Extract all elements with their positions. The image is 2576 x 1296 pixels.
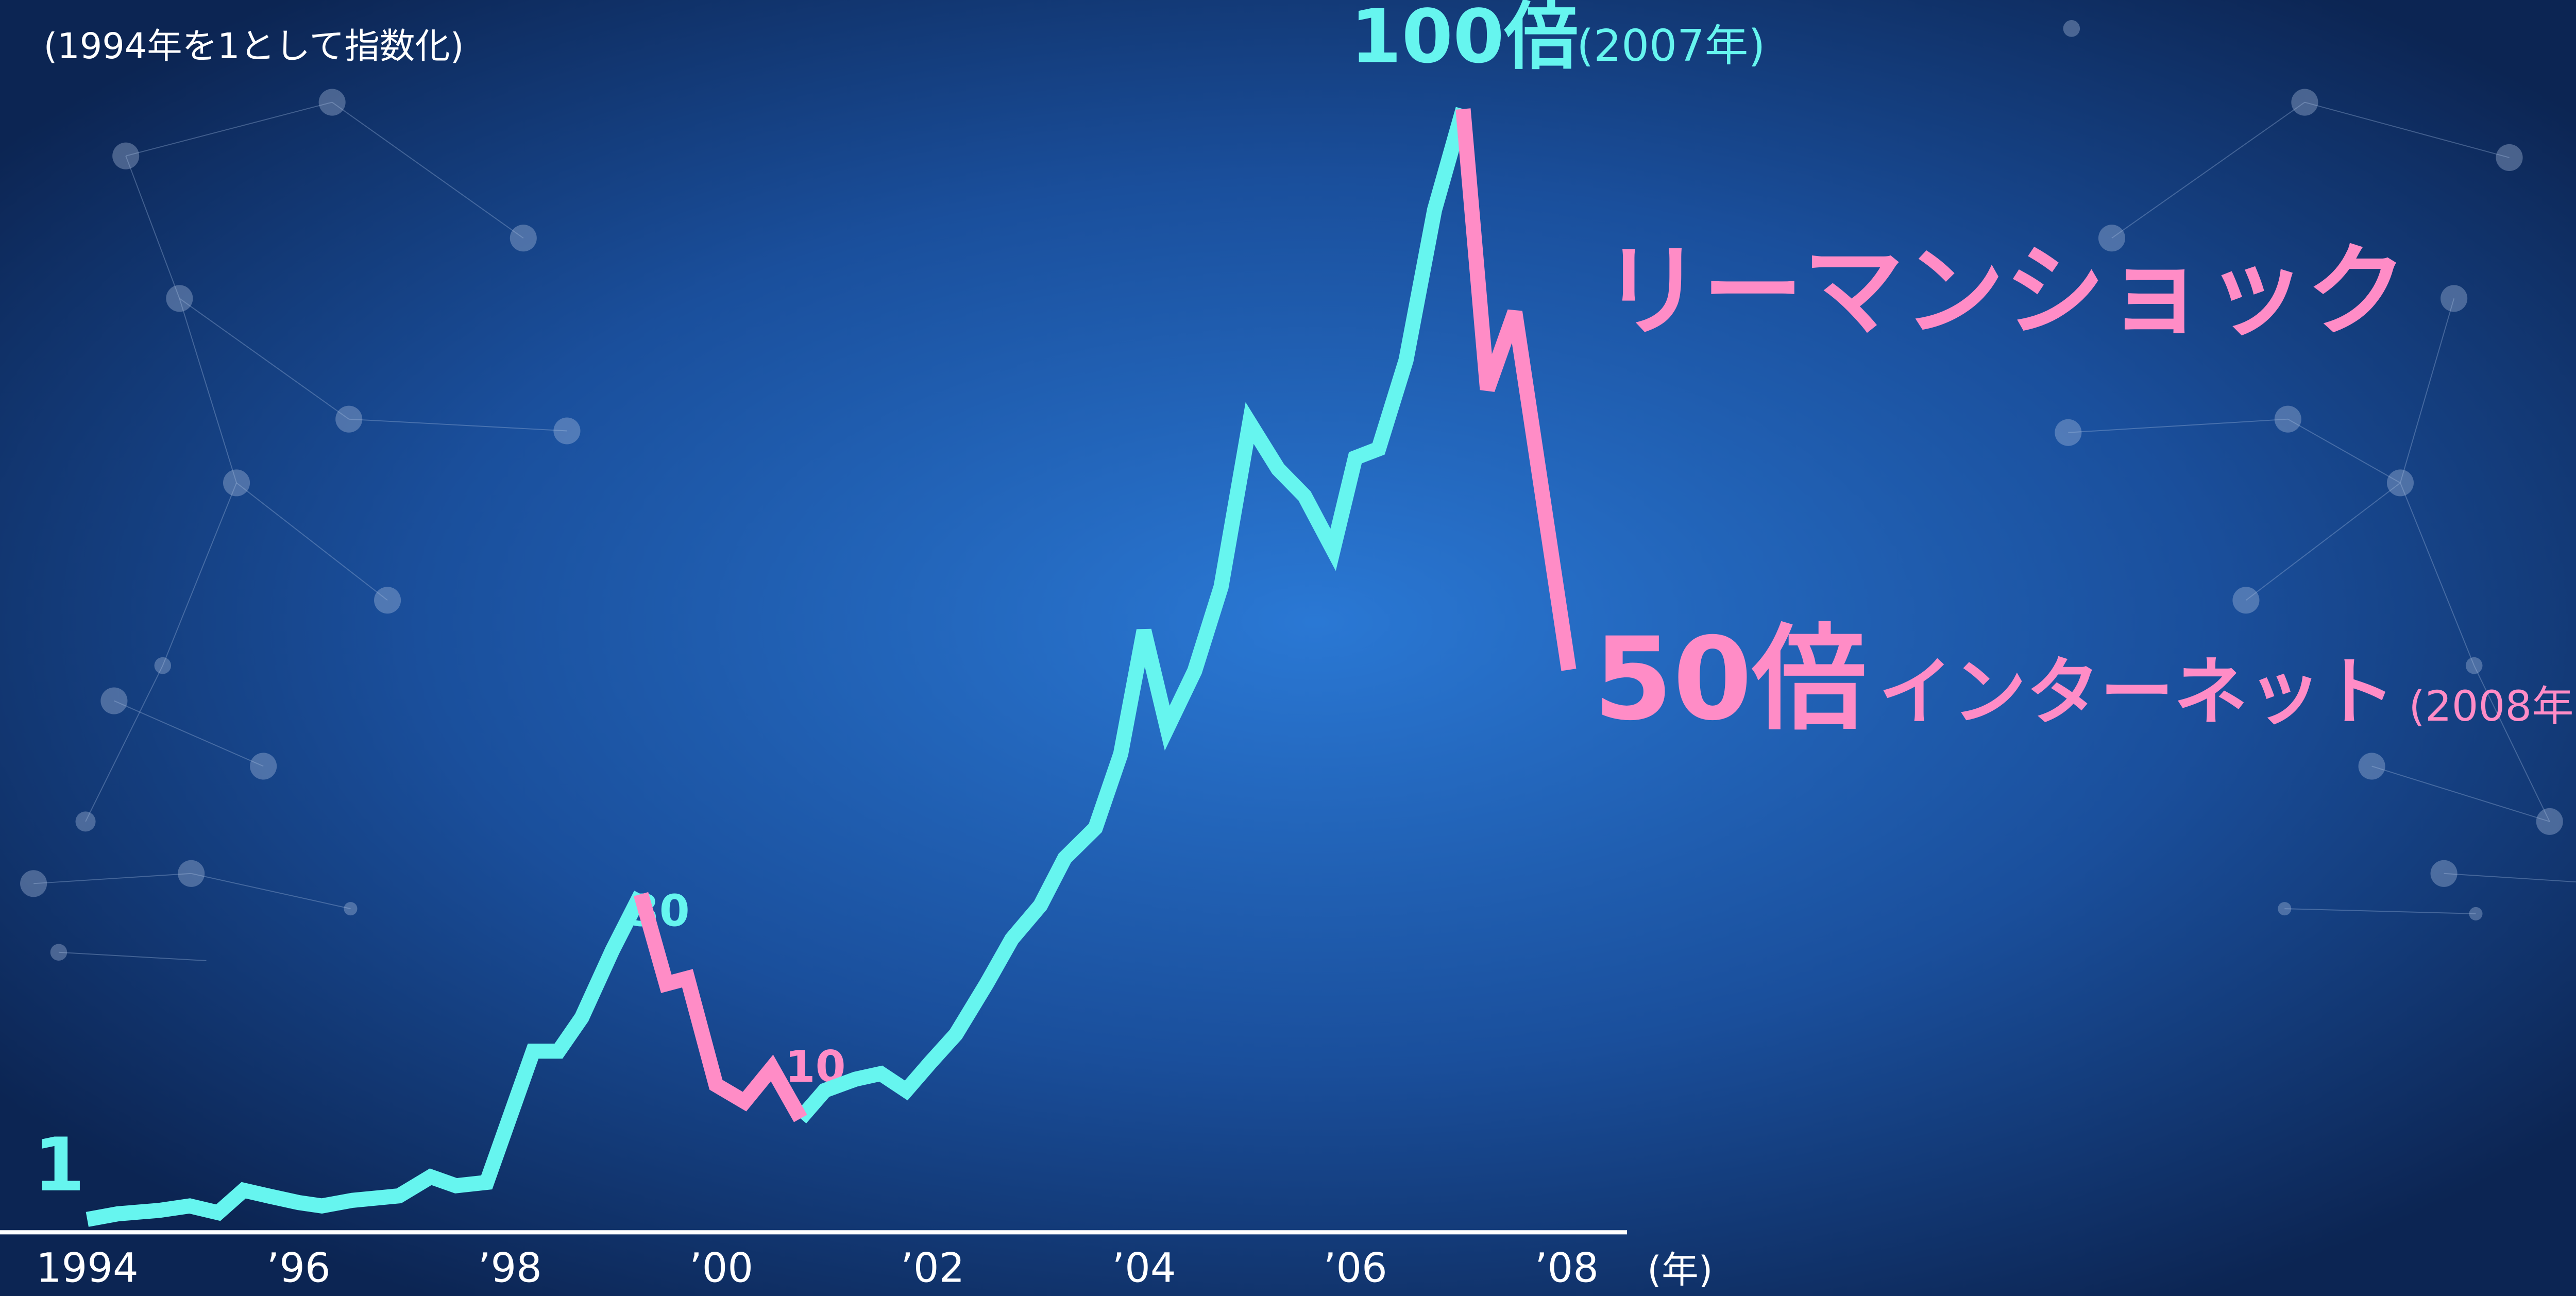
x-tick-label: ’06 bbox=[1324, 1245, 1387, 1292]
x-tick-label: ’00 bbox=[689, 1245, 753, 1292]
annotation: 1 bbox=[33, 1122, 85, 1208]
annotation: 50倍 bbox=[1594, 613, 1866, 746]
x-tick-label: ’02 bbox=[901, 1245, 964, 1292]
x-tick-label: 1994 bbox=[36, 1245, 139, 1292]
x-tick-label: ’04 bbox=[1112, 1245, 1176, 1292]
subtitle: (1994年を1として指数化) bbox=[44, 26, 464, 67]
page: {"chart_data": { "type": "line", "subtit… bbox=[0, 0, 2576, 1296]
annotation: 100倍 bbox=[1350, 0, 1578, 79]
x-tick-label: ’96 bbox=[266, 1245, 330, 1292]
x-tick-label: ’08 bbox=[1535, 1245, 1599, 1292]
chart: (1994年を1として指数化) (年) 1 30 10 100倍 (2007年)… bbox=[0, 0, 2576, 1296]
annotation: (2007年) bbox=[1577, 20, 1765, 71]
annotation: リーマンショック bbox=[1602, 233, 2407, 350]
annotation: (2008年) bbox=[2409, 682, 2576, 731]
x-tick-label: ’98 bbox=[478, 1245, 542, 1292]
x-axis-label: (年) bbox=[1647, 1249, 1713, 1291]
annotation: インターネット bbox=[1878, 649, 2395, 735]
background bbox=[0, 0, 2576, 1296]
